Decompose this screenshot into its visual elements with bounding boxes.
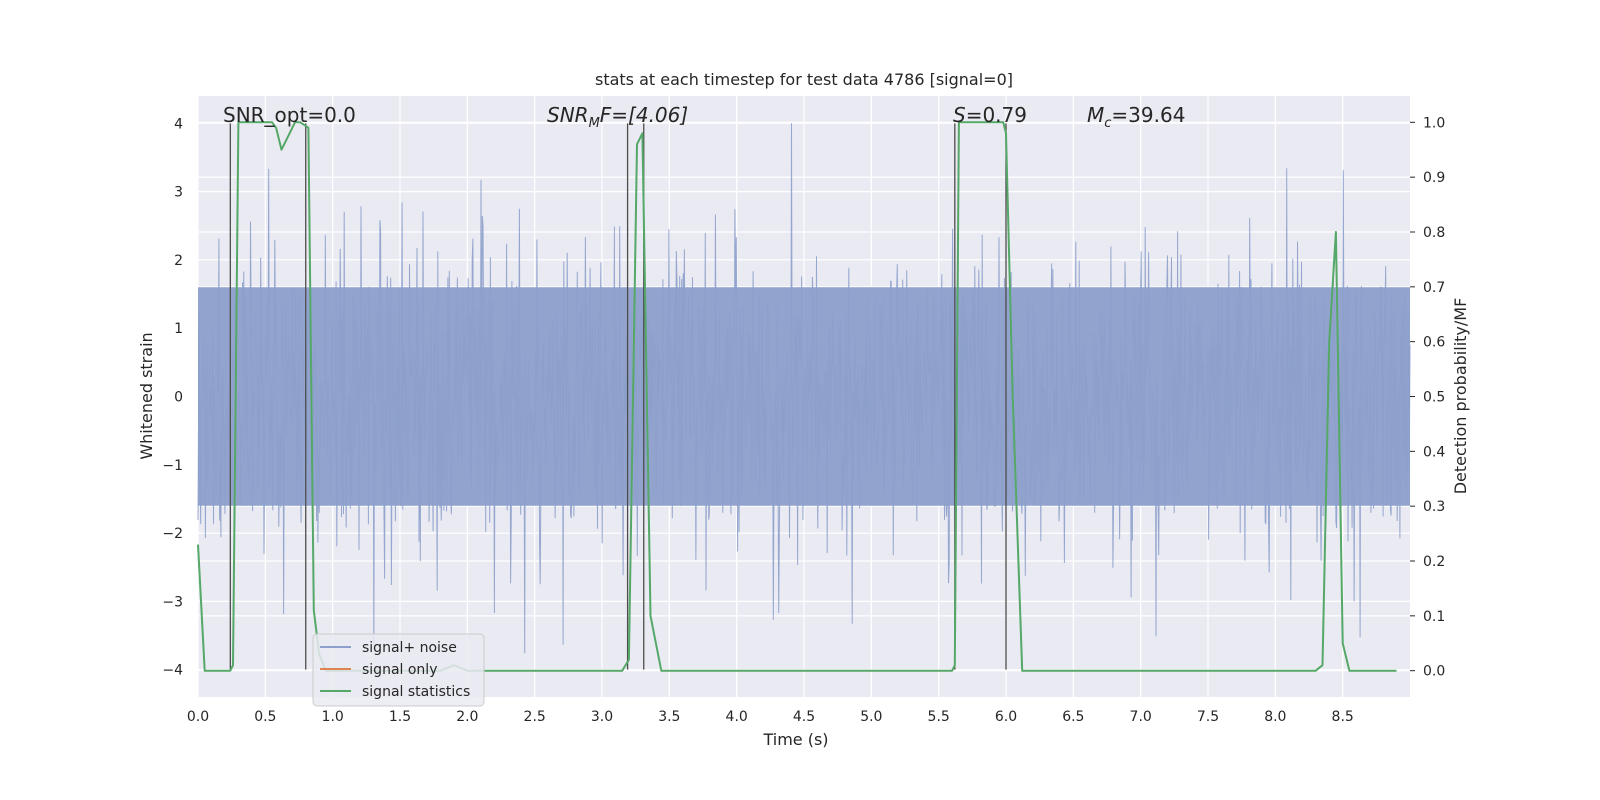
x-tick-label: 4.5 <box>793 709 815 725</box>
y2-tick-label: 0.8 <box>1423 225 1445 241</box>
annotation-snr-mf-prefix: SNR <box>547 103 589 127</box>
noise-trace <box>197 123 1411 654</box>
y2-tick-label: 1.0 <box>1423 115 1445 131</box>
x-tick-label: 0.0 <box>187 709 209 725</box>
y2-tick-label: 0.2 <box>1423 554 1445 570</box>
x-tick-label: 1.0 <box>322 709 344 725</box>
x-axis-label: Time (s) <box>762 730 828 749</box>
x-tick-label: 2.5 <box>524 709 546 725</box>
x-tick-label: 7.5 <box>1197 709 1219 725</box>
x-tick-label: 7.0 <box>1130 709 1152 725</box>
x-tick-label: 2.0 <box>456 709 478 725</box>
y2-tick-label: 0.6 <box>1423 335 1445 351</box>
y2-tick-label: 0.5 <box>1423 390 1445 406</box>
annotation-snr-opt: SNR_opt=0.0 <box>223 103 356 127</box>
series-signal-plus-noise <box>197 123 1411 654</box>
y-tick-label: −4 <box>162 663 183 679</box>
legend: signal+ noise signal only signal statist… <box>312 633 485 707</box>
annotation-snr-mf: SNRMF=[4.06] <box>547 103 688 131</box>
x-tick-label: 5.0 <box>860 709 882 725</box>
y-tick-label: 2 <box>174 253 183 269</box>
annotation-mc-sub: c <box>1104 116 1111 131</box>
y2-tick-label: 0.3 <box>1423 499 1445 515</box>
x-tick-label: 1.5 <box>389 709 411 725</box>
y2-tick-labels: 0.0 0.1 0.2 0.3 0.4 0.5 0.6 0.7 0.8 0.9 1.0 <box>1410 115 1445 680</box>
y-tick-label: −1 <box>162 458 183 474</box>
series-signal-statistics <box>197 121 1397 672</box>
annotation-snr-mf-suffix: F=[4.06] <box>600 103 688 127</box>
statistics-line <box>197 121 1397 672</box>
y-tick-label: 0 <box>174 390 183 406</box>
y-tick-label: 4 <box>174 116 183 132</box>
x-tick-label: 8.5 <box>1332 709 1354 725</box>
x-tick-label: 3.5 <box>658 709 680 725</box>
y2-tick-label: 0.0 <box>1423 664 1445 680</box>
y2-tick-label: 0.9 <box>1423 170 1445 186</box>
x-tick-label: 6.5 <box>1062 709 1084 725</box>
x-tick-labels: 0.0 0.5 1.0 1.5 2.0 2.5 3.0 3.5 4.0 4.5 5.0 5.5 6.0 6… <box>187 709 1354 725</box>
y-tick-labels: −4 −3 −2 −1 0 1 2 3 4 <box>162 116 183 678</box>
annotation-mc: Mc=39.64 <box>1087 103 1185 131</box>
y-tick-label: 3 <box>174 185 183 201</box>
legend-label-signal-only: signal only <box>362 662 437 678</box>
annotation-s: S=0.79 <box>953 103 1027 127</box>
y2-tick-label: 0.7 <box>1423 280 1445 296</box>
y2-axis-label: Detection probability/MF <box>1451 298 1470 495</box>
x-tick-label: 5.5 <box>928 709 950 725</box>
y2-tick-label: 0.1 <box>1423 609 1445 625</box>
x-tick-label: 6.0 <box>995 709 1017 725</box>
x-tick-label: 3.0 <box>591 709 613 725</box>
legend-label-signal-plus-noise: signal+ noise <box>362 640 457 656</box>
chart-title: stats at each timestep for test data 478… <box>595 70 1013 89</box>
legend-box <box>312 633 485 707</box>
y-axis-label: Whitened strain <box>137 332 156 459</box>
y2-tick-label: 0.4 <box>1423 444 1445 460</box>
x-tick-label: 8.0 <box>1264 709 1286 725</box>
annotation-mc-prefix: M <box>1087 103 1104 127</box>
x-tick-label: 0.5 <box>254 709 276 725</box>
annotation-mc-suffix: =39.64 <box>1111 103 1185 127</box>
y-tick-label: 1 <box>174 321 183 337</box>
annotation-s-suffix: =0.79 <box>966 103 1027 127</box>
annotation-s-prefix: S <box>953 103 966 127</box>
annotation-snr-mf-sub: M <box>589 116 600 131</box>
y-tick-label: −2 <box>162 526 183 542</box>
legend-label-signal-statistics: signal statistics <box>362 684 470 700</box>
x-tick-label: 4.0 <box>726 709 748 725</box>
y-tick-label: −3 <box>162 594 183 610</box>
